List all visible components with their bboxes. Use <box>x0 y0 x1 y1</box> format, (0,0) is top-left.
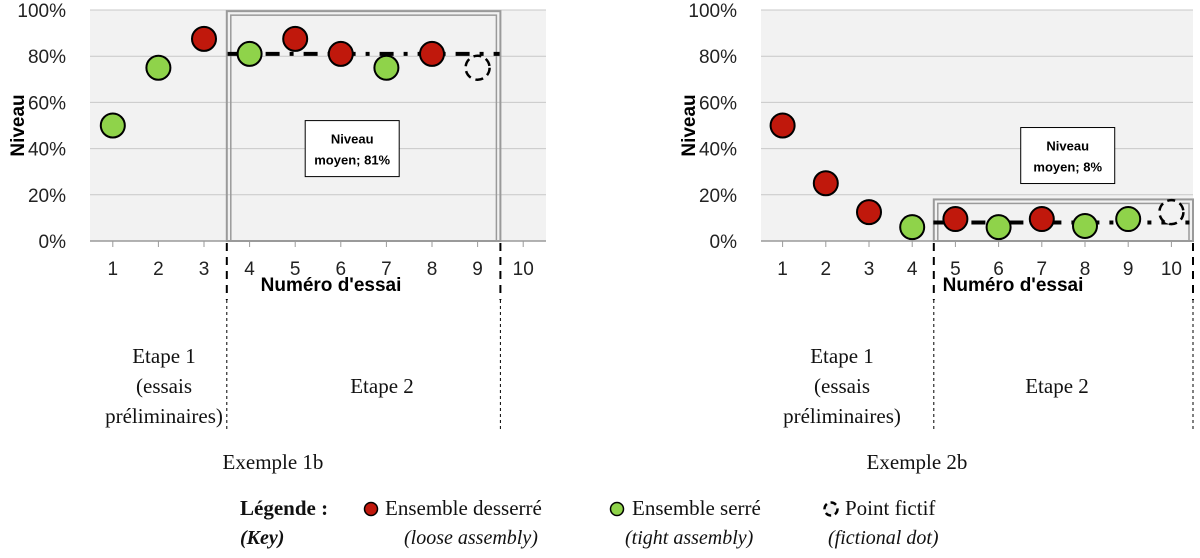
y-tick-label: 0% <box>39 232 67 253</box>
x-tick-label: 2 <box>821 259 832 280</box>
legend-icon-fictif <box>823 501 839 517</box>
stage1-label-line3: préliminaires) <box>783 404 901 428</box>
stage1-label-line3: préliminaires) <box>105 404 223 428</box>
data-point-serre <box>1072 212 1098 239</box>
legend-icon-serre <box>609 501 625 517</box>
legend-sub-serre: (tight assembly) <box>625 527 754 549</box>
data-point-desserre <box>327 40 354 67</box>
legend: Légende : (Key) Ensemble desserré (loose as… <box>240 496 939 549</box>
data-point-desserre <box>856 199 882 226</box>
y-axis-label: Niveau <box>679 94 700 156</box>
mean-label-line1: Niveau <box>1046 139 1089 154</box>
y-tick-label: 80% <box>28 47 66 68</box>
y-tick-label: 80% <box>699 47 737 68</box>
chart-example-1b: 0% 20% 40% 60% 80% 100% 1 2 3 4 5 6 7 8 9 10 Niveau Nivea… <box>8 1 546 474</box>
stage1-label-line2: (essais <box>136 374 192 398</box>
x-tick-label: 10 <box>513 259 534 280</box>
x-tick-label: 9 <box>1123 259 1134 280</box>
legend-sub-fictif: (fictional dot) <box>828 527 939 549</box>
stage2-label: Etape 2 <box>1025 374 1089 398</box>
stage2-outline-inner <box>230 14 498 242</box>
stage1-label-line2: (essais <box>814 374 870 398</box>
x-tick-label: 9 <box>472 259 483 280</box>
data-point-serre <box>99 112 126 139</box>
x-tick-label: 8 <box>427 259 438 280</box>
legend-label-desserre: Ensemble desserré <box>385 496 542 520</box>
x-tick-label: 6 <box>993 259 1004 280</box>
example-caption: Exemple 2b <box>867 450 968 474</box>
x-axis-label: Numéro d'essai <box>943 275 1084 296</box>
example-caption: Exemple 1b <box>223 450 324 474</box>
y-tick-label: 100% <box>688 1 737 22</box>
x-tick-label: 1 <box>777 259 788 280</box>
x-tick-label: 5 <box>950 259 961 280</box>
data-point-serre <box>985 214 1012 241</box>
legend-title: Légende : <box>240 496 328 520</box>
x-tick-label: 4 <box>244 259 255 280</box>
y-tick-label: 40% <box>28 140 66 161</box>
data-point-desserre <box>191 25 217 52</box>
data-point-serre <box>373 54 400 81</box>
legend-icon-desserre <box>363 501 379 517</box>
mean-label-box <box>1020 127 1116 185</box>
legend-label-fictif: Point fictif <box>845 496 935 520</box>
mean-label-line2: moyen; 8% <box>1033 160 1102 175</box>
data-point-serre <box>236 40 263 67</box>
x-tick-label: 1 <box>108 259 119 280</box>
y-tick-label: 100% <box>17 1 66 22</box>
mean-label-line2: moyen; 81% <box>314 153 390 168</box>
data-point-fictif <box>464 54 491 81</box>
x-tick-label: 3 <box>199 259 210 280</box>
y-tick-label: 0% <box>710 232 738 253</box>
x-tick-label: 8 <box>1080 259 1091 280</box>
x-tick-label: 10 <box>1161 259 1182 280</box>
legend-label-serre: Ensemble serré <box>632 496 761 520</box>
stage1-label-line1: Etape 1 <box>132 344 196 368</box>
mean-label-line1: Niveau <box>331 132 374 147</box>
data-point-desserre <box>1028 206 1055 233</box>
data-point-fictif <box>1158 198 1185 226</box>
y-axis-label: Niveau <box>8 94 29 156</box>
x-axis-label: Numéro d'essai <box>261 275 402 296</box>
x-tick-label: 5 <box>290 259 301 280</box>
y-tick-label: 40% <box>699 140 737 161</box>
data-point-serre <box>145 54 172 81</box>
y-tick-label: 60% <box>28 93 66 114</box>
x-tick-label: 6 <box>336 259 347 280</box>
data-point-desserre <box>769 112 796 139</box>
data-point-desserre <box>812 170 839 197</box>
data-point-desserre <box>419 40 445 67</box>
legend-title-sub: (Key) <box>240 527 284 549</box>
data-point-desserre <box>282 25 309 52</box>
plot-area <box>761 10 1193 241</box>
data-point-desserre <box>942 206 969 233</box>
stage2-label: Etape 2 <box>350 374 414 398</box>
data-point-serre <box>899 214 926 241</box>
x-tick-label: 7 <box>1037 259 1048 280</box>
chart-example-2b: 0% 20% 40% 60% 80% 100% 1 2 3 4 5 6 7 8 9 10 Niveau Nivea… <box>679 1 1194 474</box>
legend-sub-desserre: (loose assembly) <box>404 527 538 549</box>
x-tick-label: 3 <box>864 259 875 280</box>
y-tick-label: 60% <box>699 93 737 114</box>
y-tick-label: 20% <box>28 186 66 207</box>
stage1-label-line1: Etape 1 <box>810 344 874 368</box>
x-tick-label: 7 <box>381 259 392 280</box>
y-tick-label: 20% <box>699 186 737 207</box>
data-point-serre <box>1115 206 1142 233</box>
x-tick-label: 4 <box>907 259 918 280</box>
mean-label-box <box>304 120 400 178</box>
x-tick-label: 2 <box>153 259 164 280</box>
